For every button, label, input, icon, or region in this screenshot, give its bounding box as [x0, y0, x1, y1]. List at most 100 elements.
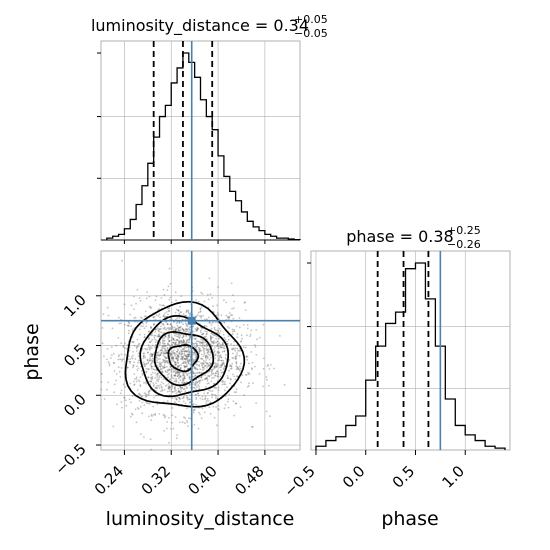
joint-sample-point: [230, 343, 233, 346]
joint-sample-point: [138, 297, 141, 300]
joint-sample-point: [156, 387, 158, 389]
joint-sample-point: [176, 360, 179, 362]
joint-sample-point: [171, 325, 174, 328]
joint-sample-point: [200, 349, 203, 352]
joint-sample-point: [193, 387, 196, 389]
joint-sample-point: [217, 330, 220, 332]
joint-sample-point: [171, 391, 174, 393]
joint-sample-point: [177, 371, 180, 374]
joint-sample-point: [160, 352, 163, 354]
joint-sample-point: [255, 402, 257, 404]
joint-sample-point: [188, 351, 191, 353]
joint-sample-point: [151, 354, 154, 357]
joint-sample-point: [218, 337, 221, 340]
joint-sample-point: [216, 314, 218, 317]
joint-sample-point: [155, 357, 158, 359]
joint-sample-point: [108, 363, 111, 365]
joint-sample-point: [203, 353, 206, 356]
joint-sample-point: [166, 421, 169, 423]
joint-sample-point: [216, 340, 219, 343]
joint-sample-point: [200, 417, 203, 420]
joint-xtick-label: 0.40: [185, 462, 221, 498]
joint-sample-point: [143, 404, 146, 407]
joint-sample-point: [143, 436, 145, 438]
joint-sample-point: [143, 352, 146, 355]
joint-sample-point: [199, 307, 202, 310]
joint-sample-point: [224, 403, 227, 406]
joint-sample-point: [198, 382, 201, 384]
joint-sample-point: [146, 359, 149, 361]
joint-sample-point: [236, 368, 239, 371]
joint-sample-point: [100, 388, 103, 391]
joint-sample-point: [178, 346, 181, 349]
joint-sample-point: [157, 354, 159, 356]
joint-sample-point: [177, 366, 179, 368]
joint-sample-point: [228, 315, 231, 318]
joint-sample-point: [161, 350, 164, 352]
hist-phase-title-minus: −0.26: [447, 238, 481, 251]
joint-sample-point: [184, 361, 187, 364]
joint-sample-point: [234, 357, 237, 360]
joint-sample-point: [209, 390, 212, 392]
joint-sample-point: [187, 362, 190, 364]
joint-sample-point: [182, 400, 185, 403]
joint-sample-point: [203, 392, 206, 395]
joint-sample-point: [147, 361, 150, 363]
joint-sample-point: [148, 337, 151, 340]
joint-sample-point: [171, 387, 174, 389]
joint-sample-point: [227, 335, 230, 338]
joint-sample-point: [203, 367, 206, 369]
joint-sample-point: [172, 341, 175, 344]
joint-sample-point: [209, 293, 212, 296]
joint-sample-point: [148, 330, 151, 333]
joint-sample-point: [168, 327, 171, 330]
joint-sample-point: [175, 357, 178, 359]
joint-sample-point: [156, 376, 159, 378]
joint-sample-point: [221, 342, 224, 345]
joint-sample-point: [236, 347, 239, 350]
joint-sample-point: [186, 339, 188, 342]
joint-sample-point: [150, 377, 153, 379]
joint-sample-point: [210, 340, 213, 343]
joint-sample-point: [207, 350, 210, 352]
joint-sample-point: [216, 340, 219, 343]
joint-sample-point: [175, 357, 177, 360]
joint-sample-point: [221, 343, 224, 346]
joint-sample-point: [187, 425, 189, 427]
joint-sample-point: [154, 344, 157, 347]
joint-sample-point: [157, 327, 160, 330]
joint-sample-point: [217, 344, 219, 346]
joint-sample-point: [232, 373, 234, 376]
joint-sample-point: [188, 359, 191, 362]
joint-sample-point: [201, 398, 204, 401]
joint-sample-point: [177, 329, 180, 331]
joint-sample-point: [188, 417, 190, 419]
joint-sample-point: [171, 384, 173, 387]
joint-sample-point: [137, 408, 140, 410]
joint-sample-point: [128, 398, 131, 401]
joint-sample-point: [145, 363, 148, 365]
joint-sample-point: [180, 364, 182, 367]
joint-sample-point: [211, 377, 214, 379]
joint-sample-point: [147, 368, 150, 371]
joint-sample-point: [174, 334, 176, 337]
hist-ld-series-line: [106, 52, 301, 241]
joint-sample-point: [186, 421, 189, 424]
joint-sample-point: [181, 382, 184, 385]
joint-sample-point: [186, 360, 189, 362]
joint-sample-point: [200, 315, 203, 317]
joint-sample-point: [122, 383, 125, 386]
joint-sample-point: [200, 306, 203, 308]
joint-sample-point: [173, 332, 176, 335]
joint-sample-point: [179, 391, 181, 394]
joint-sample-point: [181, 386, 183, 389]
joint-sample-point: [205, 364, 208, 367]
joint-sample-point: [158, 313, 161, 316]
joint-sample-point: [139, 405, 142, 408]
joint-sample-point: [198, 348, 201, 351]
joint-sample-point: [183, 378, 186, 380]
joint-sample-point: [136, 369, 139, 371]
joint-sample-point: [159, 368, 162, 371]
joint-sample-point: [119, 376, 122, 378]
joint-sample-point: [178, 396, 180, 399]
